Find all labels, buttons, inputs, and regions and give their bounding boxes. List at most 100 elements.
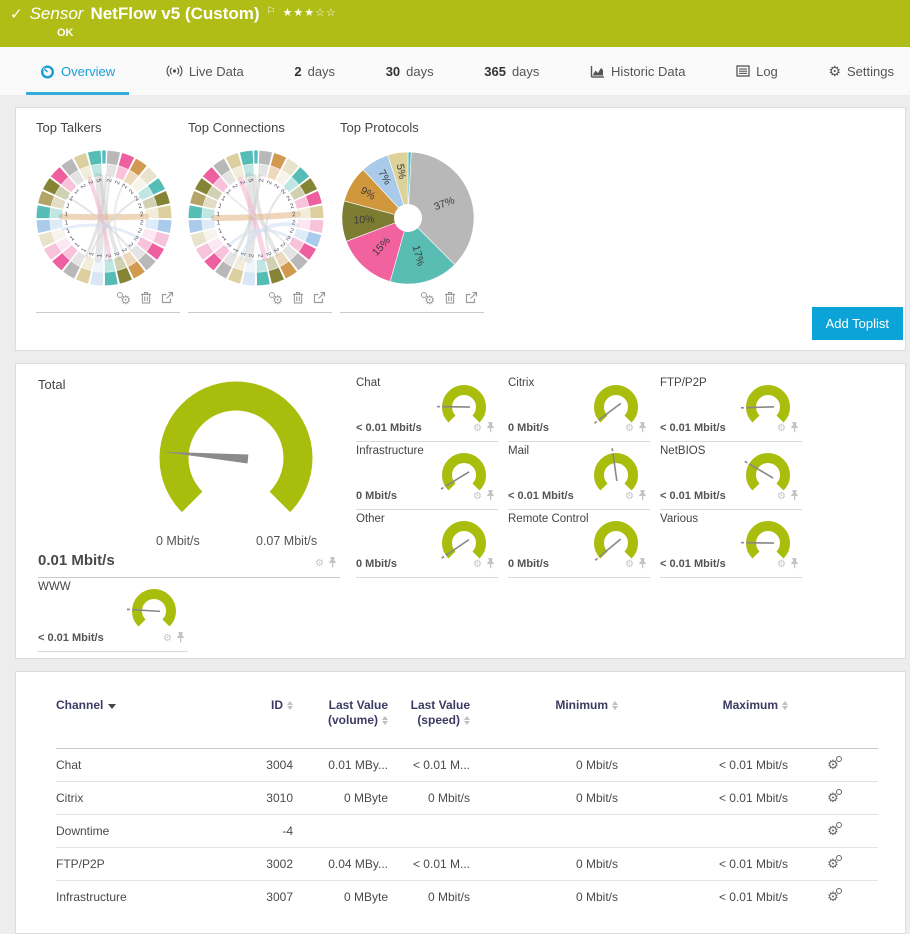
channel-id-cell: 3007 bbox=[231, 880, 293, 913]
svg-text:2: 2 bbox=[133, 195, 140, 203]
gauge-settings-icon[interactable]: ⚙ bbox=[625, 423, 634, 434]
svg-text:1: 1 bbox=[217, 227, 223, 235]
svg-text:2: 2 bbox=[258, 178, 266, 183]
tab-number: 2 bbox=[294, 63, 302, 79]
toplist-open-icon[interactable] bbox=[161, 291, 174, 309]
channel-settings-icon[interactable]: ⚙ bbox=[827, 756, 842, 771]
sort-arrows-icon bbox=[782, 701, 788, 711]
gauge-actions: ⚙ bbox=[163, 630, 185, 648]
log-icon bbox=[736, 65, 750, 77]
gauge-pin-icon[interactable] bbox=[486, 556, 495, 574]
toplist-settings-icon[interactable]: ⚙ bbox=[269, 292, 283, 306]
minimum-cell: 0 Mbit/s bbox=[470, 781, 618, 815]
gauge-title: Total bbox=[38, 377, 66, 392]
svg-text:2: 2 bbox=[120, 247, 128, 254]
tab-historic-data[interactable]: Historic Data bbox=[590, 47, 685, 95]
gauge-pin-icon[interactable] bbox=[790, 556, 799, 574]
tab-365-days[interactable]: 365 days bbox=[484, 47, 539, 95]
gauge-settings-icon[interactable]: ⚙ bbox=[777, 423, 786, 434]
gauge-card-other: Other 0 Mbit/s ⚙ bbox=[356, 510, 498, 578]
svg-text:2: 2 bbox=[291, 219, 296, 226]
svg-text:2: 2 bbox=[231, 183, 239, 190]
add-toplist-button[interactable]: Add Toplist bbox=[811, 307, 903, 340]
gauge-settings-icon[interactable]: ⚙ bbox=[473, 423, 482, 434]
gauge-settings-icon[interactable]: ⚙ bbox=[625, 559, 634, 570]
channel-id-cell: 3010 bbox=[231, 781, 293, 815]
priority-stars[interactable]: ★★★☆☆ bbox=[282, 7, 337, 19]
tab-settings[interactable]: ⚙ Settings bbox=[828, 47, 894, 95]
sort-arrows-icon bbox=[612, 701, 618, 711]
channel-settings-icon[interactable]: ⚙ bbox=[827, 888, 842, 903]
gauge-settings-icon[interactable]: ⚙ bbox=[777, 559, 786, 570]
column-header-id[interactable]: ID bbox=[231, 698, 293, 749]
maximum-cell: < 0.01 Mbit/s bbox=[618, 781, 788, 815]
toplists-panel: Top Talkers 2 2 2 2 2 2 2 2 2 2 2 2 2 2 1 1 1 1 1 1 1 1 1 1 1 2 2 5 ⚙… bbox=[15, 107, 906, 351]
column-header-last-value-speed[interactable]: Last Value (speed) bbox=[388, 698, 470, 749]
gauge-pin-icon[interactable] bbox=[790, 420, 799, 438]
gauge-pin-icon[interactable] bbox=[486, 420, 495, 438]
gauge-card-various: Various < 0.01 Mbit/s ⚙ bbox=[660, 510, 802, 578]
gauge-pin-icon[interactable] bbox=[328, 555, 337, 573]
channel-settings-icon[interactable]: ⚙ bbox=[827, 822, 842, 837]
svg-text:2: 2 bbox=[248, 253, 255, 258]
gauge-settings-icon[interactable]: ⚙ bbox=[625, 491, 634, 502]
column-label: Last Value bbox=[328, 698, 388, 712]
gauge-pin-icon[interactable] bbox=[638, 556, 647, 574]
toplist-settings-icon[interactable]: ⚙ bbox=[421, 292, 435, 306]
gauge-settings-icon[interactable]: ⚙ bbox=[473, 559, 482, 570]
gauge-pin-icon[interactable] bbox=[486, 488, 495, 506]
column-header-last-value-volume[interactable]: Last Value (volume) bbox=[293, 698, 388, 749]
gauge-pin-icon[interactable] bbox=[638, 420, 647, 438]
tab-log[interactable]: Log bbox=[736, 47, 778, 95]
gauge-card-netbios: NetBIOS < 0.01 Mbit/s ⚙ bbox=[660, 442, 802, 510]
gauge-settings-icon[interactable]: ⚙ bbox=[315, 558, 324, 569]
tab-live-data[interactable]: Live Data bbox=[166, 47, 244, 95]
column-header-maximum[interactable]: Maximum bbox=[618, 698, 788, 749]
svg-text:1: 1 bbox=[232, 247, 240, 254]
channel-actions-cell: ⚙ bbox=[788, 814, 878, 848]
tab-30-days[interactable]: 30 days bbox=[386, 47, 434, 95]
channel-name-cell: Chat bbox=[56, 748, 231, 782]
svg-text:2: 2 bbox=[238, 180, 246, 186]
tab-overview[interactable]: Overview bbox=[25, 47, 130, 95]
svg-text:2: 2 bbox=[104, 254, 111, 259]
toplist-card-top-talkers: Top Talkers 2 2 2 2 2 2 2 2 2 2 2 2 2 2 1 1 1 1 1 1 1 1 1 1 1 2 2 5 ⚙ bbox=[36, 118, 188, 313]
tab-2-days[interactable]: 2 days bbox=[294, 47, 335, 95]
toplist-settings-icon[interactable]: ⚙ bbox=[117, 292, 131, 306]
maximum-cell: < 0.01 Mbit/s bbox=[618, 748, 788, 782]
gauge-settings-icon[interactable]: ⚙ bbox=[473, 491, 482, 502]
svg-text:1: 1 bbox=[240, 251, 248, 257]
gauge-pin-icon[interactable] bbox=[790, 488, 799, 506]
gauge-pin-icon[interactable] bbox=[176, 630, 185, 648]
sort-arrows-icon bbox=[382, 716, 388, 726]
toplist-open-icon[interactable] bbox=[465, 291, 478, 309]
gauge-settings-icon[interactable]: ⚙ bbox=[777, 491, 786, 502]
minimum-cell bbox=[470, 814, 618, 848]
gauge-pin-icon[interactable] bbox=[638, 488, 647, 506]
gauge-settings-icon[interactable]: ⚙ bbox=[163, 633, 172, 644]
toplist-delete-icon[interactable] bbox=[140, 291, 152, 309]
svg-text:1: 1 bbox=[221, 235, 228, 243]
toplist-delete-icon[interactable] bbox=[444, 291, 456, 309]
svg-text:2: 2 bbox=[280, 188, 288, 196]
channel-table-panel: Channel ID Last Value (volume) Last Value (sp… bbox=[15, 671, 906, 934]
gauge-title: Citrix bbox=[508, 377, 535, 389]
sensor-title-line: ✓ Sensor NetFlow v5 (Custom) ⚐ ★★★☆☆ bbox=[10, 4, 910, 25]
last-value-volume-cell: 0 MByte bbox=[293, 880, 388, 913]
channel-gauge bbox=[593, 385, 638, 424]
last-value-volume-cell: 0.01 MBy... bbox=[293, 748, 388, 782]
toplist-row: Top Talkers 2 2 2 2 2 2 2 2 2 2 2 2 2 2 1 1 1 1 1 1 1 1 1 1 1 2 2 5 ⚙… bbox=[36, 118, 905, 313]
channel-table: Channel ID Last Value (volume) Last Value (sp… bbox=[56, 698, 878, 913]
toplist-delete-icon[interactable] bbox=[292, 291, 304, 309]
svg-text:1: 1 bbox=[220, 195, 227, 203]
gauge-max-label: 0.07 Mbit/s bbox=[256, 534, 318, 548]
toplist-actions: ⚙ bbox=[188, 291, 332, 313]
priority-flag-icon[interactable]: ⚐ bbox=[266, 6, 276, 17]
column-header-minimum[interactable]: Minimum bbox=[470, 698, 618, 749]
column-header-channel[interactable]: Channel bbox=[56, 698, 231, 749]
toplist-open-icon[interactable] bbox=[313, 291, 326, 309]
channel-settings-icon[interactable]: ⚙ bbox=[827, 855, 842, 870]
tab-label: days bbox=[511, 63, 540, 79]
gauge-actions: ⚙ bbox=[473, 556, 495, 574]
channel-settings-icon[interactable]: ⚙ bbox=[827, 789, 842, 804]
